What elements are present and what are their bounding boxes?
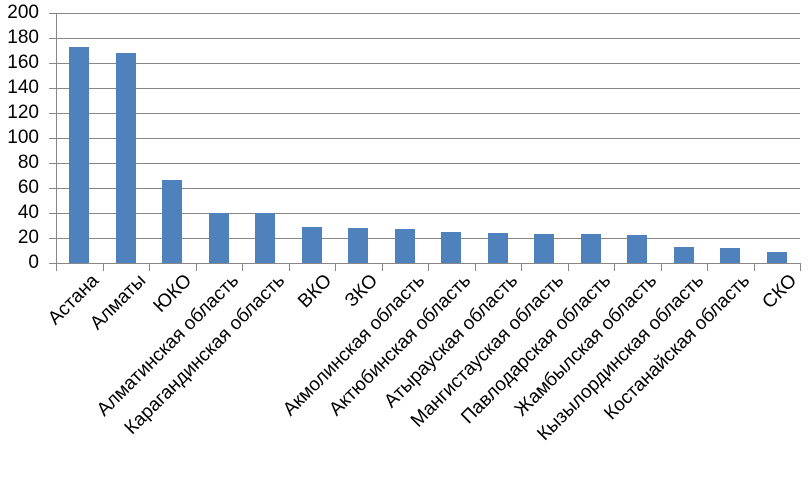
bar	[116, 53, 136, 263]
x-axis-tick-label: ЗКО	[341, 270, 383, 312]
x-axis-tick	[335, 263, 336, 271]
x-axis-tick	[428, 263, 429, 271]
y-axis-tick-label: 40	[17, 202, 39, 223]
bar	[162, 180, 182, 263]
y-axis-tick-label: 20	[17, 227, 39, 248]
y-axis-tick	[49, 13, 56, 14]
y-axis-tick-label: 180	[7, 27, 39, 48]
x-axis-tick	[800, 263, 801, 271]
bar	[395, 229, 415, 263]
y-axis-tick	[49, 88, 56, 89]
bar	[302, 227, 322, 263]
x-axis-tick	[661, 263, 662, 271]
gridline	[56, 38, 800, 39]
bar	[767, 252, 787, 263]
y-axis-tick	[49, 238, 56, 239]
gridline	[56, 88, 800, 89]
bar	[674, 247, 694, 263]
bar	[488, 233, 508, 263]
y-axis-tick	[49, 63, 56, 64]
y-axis-tick-label: 120	[7, 102, 39, 123]
x-axis-tick	[521, 263, 522, 271]
y-axis-tick	[49, 138, 56, 139]
bar	[348, 228, 368, 263]
gridline	[56, 113, 800, 114]
y-axis-tick	[49, 38, 56, 39]
y-axis-tick	[49, 113, 56, 114]
gridline	[56, 188, 800, 189]
x-axis-tick	[196, 263, 197, 271]
gridline	[56, 238, 800, 239]
x-axis-tick	[475, 263, 476, 271]
bar	[627, 235, 647, 263]
x-axis-tick	[382, 263, 383, 271]
x-axis-tick	[242, 263, 243, 271]
bar	[69, 47, 89, 263]
y-axis-tick	[49, 163, 56, 164]
y-axis-tick-label: 80	[17, 152, 39, 173]
y-axis-tick	[49, 188, 56, 189]
y-axis-tick	[49, 213, 56, 214]
gridline	[56, 163, 800, 164]
gridline	[56, 13, 800, 14]
x-axis-tick	[707, 263, 708, 271]
x-axis-tick	[56, 263, 57, 271]
y-axis-tick-label: 200	[7, 2, 39, 23]
x-axis-tick	[754, 263, 755, 271]
bar	[720, 248, 740, 263]
y-axis-line	[56, 13, 57, 264]
bar	[581, 234, 601, 263]
bar	[255, 213, 275, 263]
x-axis-tick	[568, 263, 569, 271]
y-axis-tick	[49, 263, 56, 264]
y-axis-tick-label: 100	[7, 127, 39, 148]
x-axis-tick	[614, 263, 615, 271]
y-axis-tick-label: 140	[7, 77, 39, 98]
y-axis-tick-label: 0	[28, 252, 39, 273]
gridline	[56, 138, 800, 139]
bar	[441, 232, 461, 263]
y-axis-tick-label: 60	[17, 177, 39, 198]
gridline	[56, 213, 800, 214]
x-axis-tick	[103, 263, 104, 271]
x-axis-tick	[289, 263, 290, 271]
x-axis-tick	[149, 263, 150, 271]
x-axis-tick-label: СКО	[758, 270, 802, 313]
bar	[209, 213, 229, 263]
gridline	[56, 63, 800, 64]
y-axis-tick-label: 160	[7, 52, 39, 73]
bar	[534, 234, 554, 263]
x-axis-tick-label: ВКО	[294, 270, 337, 313]
